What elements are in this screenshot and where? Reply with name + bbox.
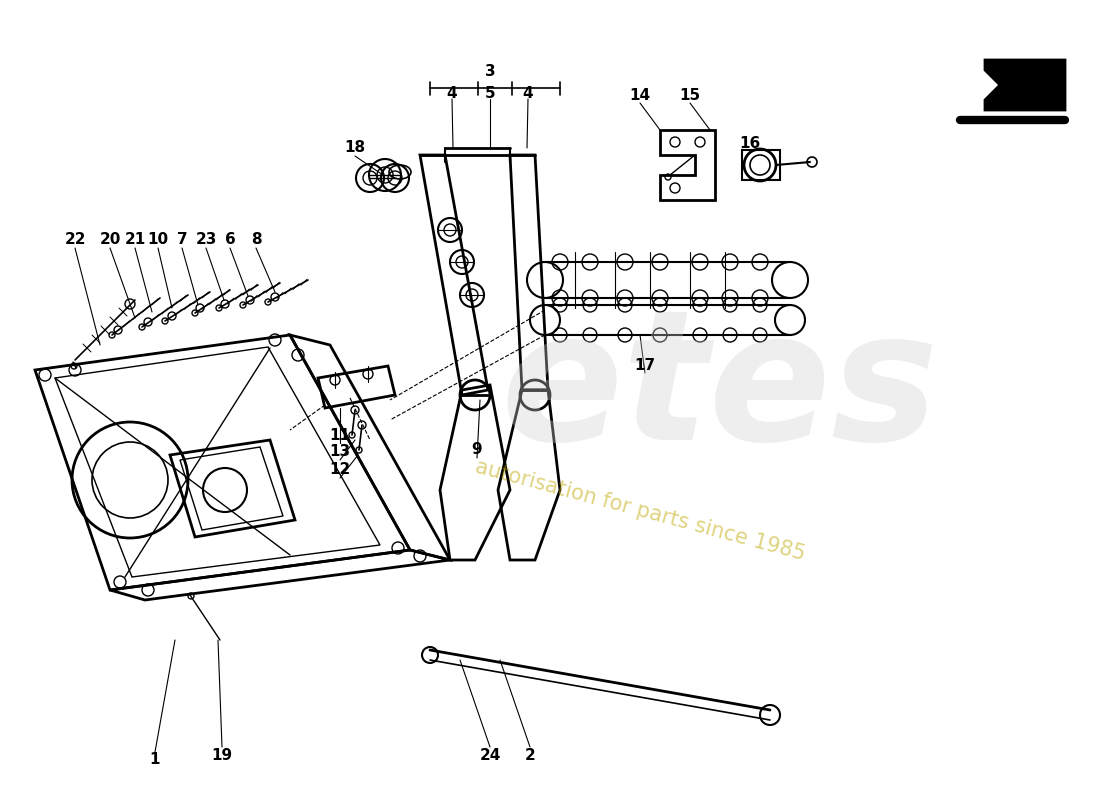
Text: 13: 13	[329, 445, 351, 459]
Polygon shape	[984, 60, 1065, 110]
Text: 17: 17	[635, 358, 656, 373]
Text: 21: 21	[124, 233, 145, 247]
Text: 12: 12	[329, 462, 351, 478]
Text: 2: 2	[525, 747, 536, 762]
Text: 10: 10	[147, 233, 168, 247]
Text: 20: 20	[99, 233, 121, 247]
Text: etes: etes	[500, 302, 939, 478]
Text: 24: 24	[480, 747, 501, 762]
Text: 4: 4	[522, 86, 534, 101]
Text: 23: 23	[196, 233, 217, 247]
Text: 5: 5	[485, 86, 495, 101]
Text: 14: 14	[629, 87, 650, 102]
Text: 3: 3	[485, 65, 495, 79]
Text: 9: 9	[472, 442, 482, 458]
Text: 16: 16	[739, 135, 760, 150]
Text: 19: 19	[211, 747, 232, 762]
Text: 6: 6	[224, 233, 235, 247]
Text: 18: 18	[344, 141, 365, 155]
Text: 7: 7	[177, 233, 187, 247]
Text: 4: 4	[447, 86, 458, 101]
Text: 8: 8	[251, 233, 262, 247]
Text: 11: 11	[330, 427, 351, 442]
Text: 1: 1	[150, 753, 161, 767]
Text: autorisation for parts since 1985: autorisation for parts since 1985	[473, 456, 807, 564]
Text: 15: 15	[680, 87, 701, 102]
Text: 22: 22	[64, 233, 86, 247]
